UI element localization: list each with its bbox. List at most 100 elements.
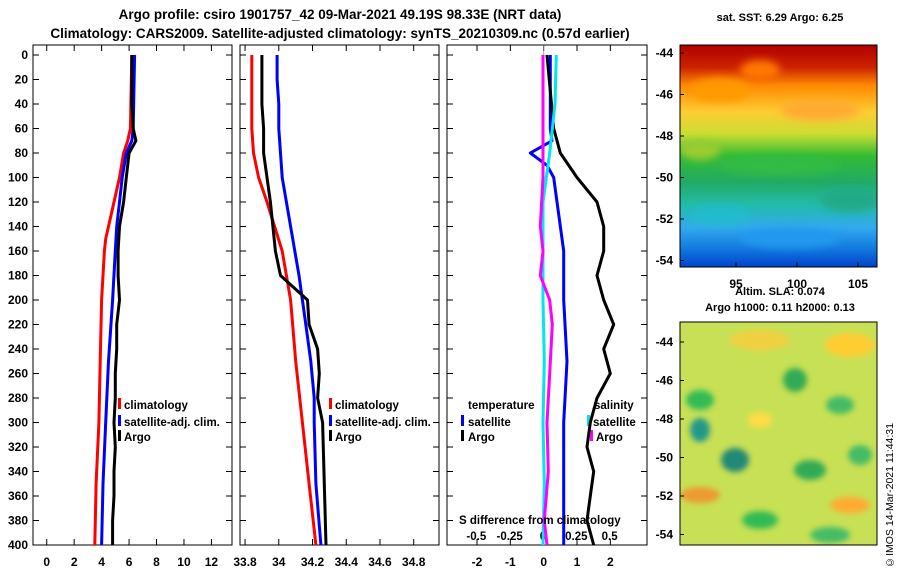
depth-tick-label: 180 bbox=[8, 269, 28, 283]
temp-legend-satellite: satellite-adj. clim. bbox=[124, 417, 220, 429]
diff-legend-sal-argo: Argo bbox=[596, 432, 623, 444]
sla-lat-label: -52 bbox=[656, 489, 674, 503]
diff-legend-sal-satellite: satellite bbox=[593, 417, 636, 429]
sal-diff-tick-label: 0.25 bbox=[565, 531, 588, 543]
depth-tick-label: 340 bbox=[8, 465, 28, 479]
sst-lat-label: -50 bbox=[656, 171, 674, 185]
legend-swatch bbox=[461, 415, 464, 426]
sst-lat-label: -54 bbox=[656, 254, 674, 268]
series-line-argo bbox=[111, 55, 138, 545]
imos-timestamp: ©IMOS 14-Mar-2021 11:44:31 bbox=[884, 423, 896, 568]
x-tick-label: 34.4 bbox=[335, 555, 359, 569]
temp-legend-argo: Argo bbox=[124, 432, 151, 444]
x-tick-label: 33.8 bbox=[233, 555, 257, 569]
x-tick-label: -1 bbox=[505, 555, 516, 569]
legend-swatch bbox=[329, 398, 332, 409]
legend-swatch bbox=[118, 398, 121, 409]
depth-tick-label: 20 bbox=[15, 73, 29, 87]
depth-tick-label: 220 bbox=[8, 318, 28, 332]
series-line-satellite-adj-clim- bbox=[275, 55, 323, 546]
sst-lat-label: -52 bbox=[656, 212, 674, 226]
depth-tick-label: 260 bbox=[8, 367, 28, 381]
depth-tick-label: 80 bbox=[15, 146, 29, 160]
sla-lat-label: -54 bbox=[656, 528, 674, 542]
title-line-2: Climatology: CARS2009. Satellite-adjuste… bbox=[50, 26, 630, 41]
series-line-salinity-satellite bbox=[541, 54, 558, 546]
depth-tick-label: 0 bbox=[21, 48, 28, 62]
sal-diff-tick-label: 0.5 bbox=[602, 531, 619, 543]
series-line-climatology bbox=[250, 55, 318, 546]
sst-lon-label: 100 bbox=[787, 277, 807, 291]
sla-map-title-2: Argo h1000: 0.11 h2000: 0.13 bbox=[705, 302, 855, 314]
legend-swatch bbox=[118, 415, 121, 426]
diff-legend-temp-argo: Argo bbox=[468, 432, 495, 444]
sal-diff-tick-label: -0.25 bbox=[497, 531, 524, 543]
x-tick-label: 6 bbox=[126, 555, 133, 569]
x-tick-label: 2 bbox=[71, 555, 78, 569]
x-tick-label: 1 bbox=[574, 555, 581, 569]
x-tick-label: 34 bbox=[272, 555, 286, 569]
x-tick-label: 0 bbox=[540, 555, 547, 569]
sst-map-title: sat. SST: 6.29 Argo: 6.25 bbox=[716, 12, 844, 24]
sst-lon-label: 105 bbox=[848, 277, 868, 291]
series-line-temperature-argo bbox=[545, 54, 616, 546]
depth-tick-label: 40 bbox=[15, 97, 29, 111]
x-tick-label: 2 bbox=[607, 555, 614, 569]
sla-lat-label: -50 bbox=[656, 451, 674, 465]
sal-legend-climatology: climatology bbox=[335, 400, 400, 412]
x-tick-label: 8 bbox=[153, 555, 160, 569]
depth-tick-label: 60 bbox=[15, 122, 29, 136]
depth-tick-label: 100 bbox=[8, 171, 28, 185]
legend-swatch bbox=[329, 415, 332, 426]
diff-legend-temperature-header: temperature bbox=[468, 400, 534, 412]
x-tick-label: 34.2 bbox=[301, 555, 325, 569]
diff-legend-temp-satellite: satellite bbox=[468, 417, 511, 429]
sal-legend-satellite: satellite-adj. clim. bbox=[335, 417, 431, 429]
sla-lat-label: -46 bbox=[656, 374, 674, 388]
depth-tick-label: 400 bbox=[8, 538, 28, 552]
depth-tick-label: 120 bbox=[8, 195, 28, 209]
depth-tick-label: 360 bbox=[8, 489, 28, 503]
sla-map-title-1: Altim. SLA: 0.074 bbox=[735, 286, 825, 298]
series-line-salinity-argo bbox=[538, 55, 554, 546]
legend-swatch bbox=[587, 415, 590, 426]
x-tick-label: -2 bbox=[472, 555, 483, 569]
temp-legend-climatology: climatology bbox=[124, 400, 189, 412]
legend-swatch bbox=[329, 430, 332, 441]
x-tick-label: 12 bbox=[205, 555, 219, 569]
depth-tick-label: 280 bbox=[8, 391, 28, 405]
salinity-panel bbox=[239, 44, 440, 546]
depth-tick-label: 200 bbox=[8, 293, 28, 307]
sla-lat-label: -48 bbox=[656, 412, 674, 426]
title-line-1: Argo profile: csiro 1901757_42 09-Mar-20… bbox=[118, 7, 562, 22]
series-line-argo bbox=[260, 55, 328, 546]
series-line-climatology bbox=[93, 54, 134, 546]
x-tick-label: 34.8 bbox=[402, 555, 426, 569]
depth-tick-label: 240 bbox=[8, 342, 28, 356]
x-tick-label: 10 bbox=[177, 555, 191, 569]
depth-tick-label: 140 bbox=[8, 220, 28, 234]
diff-xlabel: S difference from climatology bbox=[459, 515, 621, 527]
sst-lat-label: -46 bbox=[656, 88, 674, 102]
legend-swatch bbox=[590, 430, 593, 441]
x-tick-label: 4 bbox=[98, 555, 105, 569]
sla-map bbox=[680, 322, 877, 545]
x-tick-label: 34.6 bbox=[368, 555, 392, 569]
sst-lon-label: 95 bbox=[729, 277, 743, 291]
sal-legend-argo: Argo bbox=[335, 432, 362, 444]
sst-lat-label: -44 bbox=[656, 46, 674, 60]
legend-swatch bbox=[461, 430, 464, 441]
sal-diff-tick-label: -0.5 bbox=[466, 531, 486, 543]
depth-tick-label: 300 bbox=[8, 416, 28, 430]
depth-tick-label: 320 bbox=[8, 440, 28, 454]
diff-legend-salinity-header: salinity bbox=[594, 400, 634, 412]
x-tick-label: 0 bbox=[43, 555, 50, 569]
legend-swatch bbox=[118, 430, 121, 441]
series-line-satellite-adj-clim- bbox=[100, 54, 137, 546]
sst-map bbox=[680, 45, 877, 267]
sla-lat-label: -44 bbox=[656, 335, 674, 349]
depth-tick-label: 380 bbox=[8, 514, 28, 528]
depth-tick-label: 160 bbox=[8, 244, 28, 258]
sst-lat-label: -48 bbox=[656, 129, 674, 143]
